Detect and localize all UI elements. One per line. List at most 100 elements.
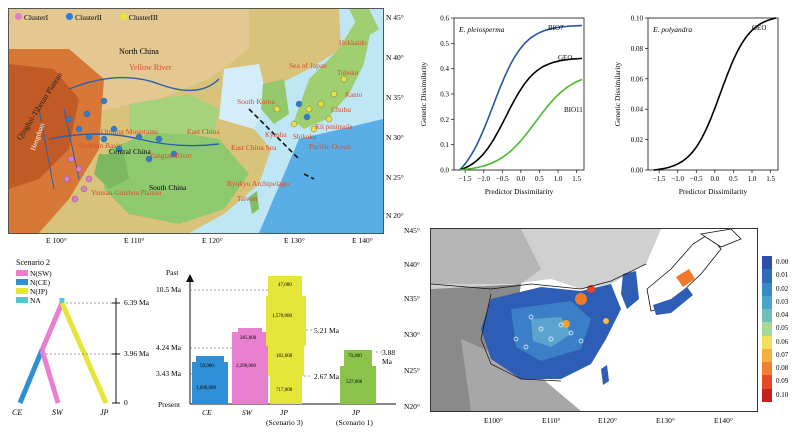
color-scale-swatch <box>762 309 772 323</box>
label-kanto: Kanto <box>345 91 363 99</box>
legend-item-cluster1: ClusterI <box>15 13 48 22</box>
annot-521: 5.21 Ma <box>314 326 339 335</box>
plot-right-gdm: −1.5 −1.0 −0.5 0.0 0.5 1.0 1.5 0.00 0.02 0.04 0.06… <box>613 15 779 196</box>
time-zero: 0 <box>124 398 128 407</box>
x-tick-label: 0.5 <box>535 175 544 183</box>
color-scale-swatch <box>762 348 772 363</box>
scenario-panel: Scenario 2 N(SW) N(CE) N(JP) NA 6.39 Ma … <box>6 258 156 428</box>
lon-label: E 140° <box>352 236 373 245</box>
bar-chart-svg <box>186 274 396 405</box>
bottom-map <box>430 228 758 412</box>
lon-label: E120° <box>598 416 617 425</box>
time-top: 6.39 Ma <box>124 298 149 307</box>
color-scale-tick: 0.03 <box>776 297 789 306</box>
series-label-geo: GEO <box>752 24 766 32</box>
label-south-korea: South Korea <box>237 97 275 106</box>
label-north-china: North China <box>119 47 159 56</box>
jp1-a: 70,400 <box>348 354 362 359</box>
sw-bottom: 2,290,000 <box>236 364 256 369</box>
y-tick-label: 0.5 <box>440 40 449 48</box>
label-yellow-river: Yellow River <box>129 63 172 72</box>
color-scale-swatch <box>762 282 772 296</box>
color-scale-swatch <box>762 388 772 402</box>
x-tick-label: −0.5 <box>496 175 509 183</box>
color-scale-tick: 0.04 <box>776 311 789 320</box>
label-taiwan: Taiwan <box>237 195 258 203</box>
lat-label: N 35° <box>386 93 404 102</box>
x-tick-label: 1.5 <box>766 175 775 183</box>
cat-sw: SW <box>242 408 252 417</box>
cat-jp1-sub: (Scenario 1) <box>336 418 373 427</box>
label-tohoku: Tohoku <box>337 69 359 77</box>
scenario-legend: N(SW) N(CE) N(JP) NA <box>16 269 52 305</box>
label-shikoku: Shikoku <box>293 133 317 141</box>
scenario-title: Scenario 2 <box>16 258 50 267</box>
lat-label: N20° <box>404 402 420 411</box>
label-yangtze: Yangtze River <box>149 151 192 160</box>
color-scale-tick: 0.00 <box>776 258 789 266</box>
x-tick-label: −1.5 <box>653 175 666 183</box>
series-line-geo <box>653 17 777 171</box>
bar-chart-panel: Past Present 10.5 Ma 4.24 Ma 3.43 Ma 59,… <box>156 268 406 432</box>
plot-left-gdm: −1.5 −1.0 −0.5 0.0 0.5 1.0 1.5 0.0 0.1 0.2 0.3 0.4 0… <box>419 15 585 196</box>
present-label: Present <box>158 400 181 409</box>
lat-label: N 20° <box>386 211 404 220</box>
x-axis-label: Predictor Dissimilarity <box>485 187 554 196</box>
x-tick-label: 0.0 <box>516 175 525 183</box>
label-kyushu: Kyushu <box>265 131 287 139</box>
cat-ce: CE <box>202 408 212 417</box>
cat-jp1: JP <box>352 408 360 417</box>
x-tick-label: −1.0 <box>477 175 490 183</box>
ce-bottom: 1,690,000 <box>196 386 216 391</box>
jp3-b: 1,570,000 <box>272 314 292 319</box>
label-south-china: South China <box>149 183 187 192</box>
y-tick-label: 0.08 <box>631 45 644 53</box>
top-map-lon-labels: E 100° E 110° E 120° E 130° E 140° <box>0 236 390 246</box>
map-legend: ClusterI ClusterII ClusterIII <box>15 13 158 22</box>
color-scale-bar <box>762 256 772 402</box>
x-tick-label: −1.5 <box>459 175 472 183</box>
y-tick-label: 0.06 <box>631 75 644 83</box>
lon-label: E100° <box>484 416 503 425</box>
lon-label: E110° <box>542 416 561 425</box>
y-axis-label: Genetic Dissimilarity <box>613 62 622 127</box>
lat-label: N 25° <box>386 173 404 182</box>
color-scale-swatch <box>762 295 772 310</box>
x-axis-label: Predictor Dissimilarity <box>679 187 748 196</box>
lat-label: N45° <box>404 226 420 235</box>
label-sichuan: Sichuan Basin <box>79 141 123 150</box>
y-tick-label: 0.3 <box>440 91 449 99</box>
label-sea-of-japan: Sea of Japan <box>289 61 327 70</box>
label-hokkaido: Hokkaido <box>339 39 367 47</box>
lon-label: E 110° <box>124 236 145 245</box>
legend-sw: N(SW) <box>16 269 52 278</box>
ylabel-105: 10.5 Ma <box>156 285 181 294</box>
lat-label: N 30° <box>386 133 404 142</box>
y-tick-label: 0.00 <box>631 167 644 175</box>
y-tick-label: 0.10 <box>631 15 644 23</box>
y-tick-label: 0.4 <box>440 65 449 73</box>
label-east-china: East China <box>187 127 220 136</box>
x-tick-label: −0.5 <box>690 175 703 183</box>
plot-title: E. polyandra <box>652 25 692 34</box>
y-tick-label: 0.6 <box>440 15 449 23</box>
label-central-china: Central China <box>109 147 151 156</box>
lon-label: E130° <box>656 416 675 425</box>
series-label-bio11: BIO11 <box>564 106 583 114</box>
jp3-c: 182,000 <box>276 354 293 359</box>
x-tick-label: 0.0 <box>710 175 719 183</box>
color-scale-swatch <box>762 335 772 349</box>
lat-label: N 40° <box>386 53 404 62</box>
x-tick-label: 1.0 <box>748 175 757 183</box>
color-scale-tick: 0.05 <box>776 324 789 333</box>
bottom-map-lon-labels: E100° E110° E120° E130° E140° <box>430 416 760 426</box>
color-scale-tick: 0.09 <box>776 377 789 386</box>
jp3-a: 47,000 <box>278 283 292 288</box>
tip-sw: SW <box>52 408 63 417</box>
legend-item-cluster2: ClusterII <box>66 13 102 22</box>
past-label: Past <box>166 268 179 277</box>
series-label-bio7: BIO7 <box>548 24 564 32</box>
label-east-china-sea: East China Sea <box>231 143 277 152</box>
color-scale-tick: 0.06 <box>776 337 789 346</box>
cat-jp3: JP <box>280 408 288 417</box>
